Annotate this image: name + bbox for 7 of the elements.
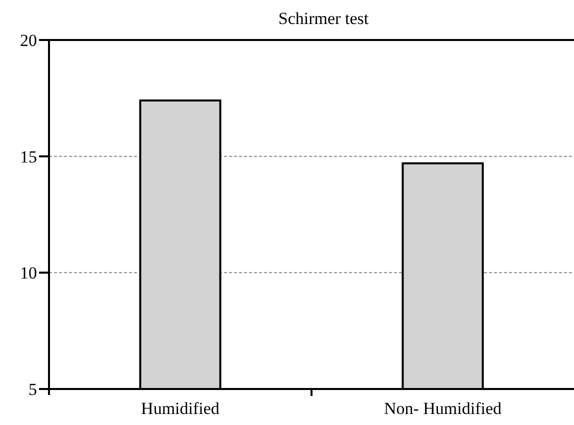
y-tick-label: 5 — [28, 380, 37, 399]
x-tick-label: Non- Humidified — [384, 399, 502, 418]
y-tick-label: 10 — [20, 264, 37, 283]
chart-title: Schirmer test — [278, 9, 369, 28]
y-tick-label: 15 — [20, 147, 37, 166]
x-tick-label: Humidified — [141, 399, 220, 418]
y-tick-label: 20 — [20, 30, 37, 50]
